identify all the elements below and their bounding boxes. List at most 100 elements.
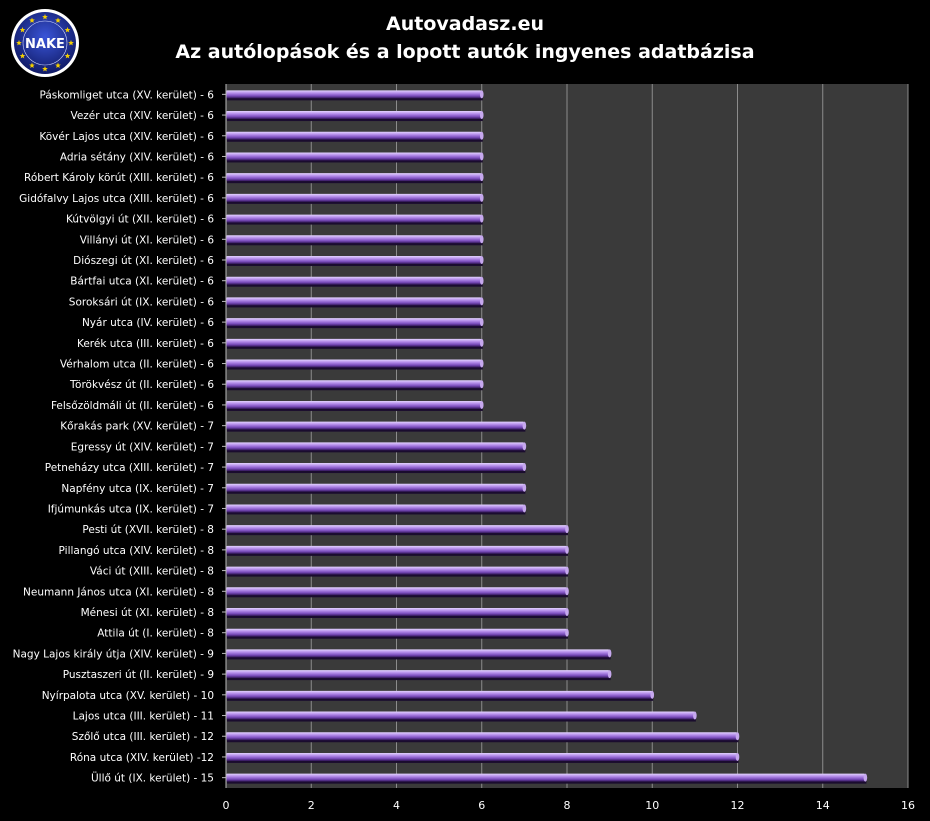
nake-logo: NAKE xyxy=(11,9,79,77)
category-label: Lajos utca (III. kerület) - 11 xyxy=(73,711,214,723)
bar xyxy=(226,193,482,202)
logo-star xyxy=(29,17,35,23)
bar xyxy=(226,421,525,430)
bar xyxy=(226,276,482,285)
bar-cap xyxy=(607,649,612,658)
category-label: Üllő út (IX. kerület) - 15 xyxy=(91,772,214,785)
category-label: Róna utca (XIV. kerület) -12 xyxy=(70,752,214,764)
bar xyxy=(226,587,567,596)
bar xyxy=(226,173,482,182)
bar-cap xyxy=(479,152,484,161)
logo-star xyxy=(68,40,74,46)
bar-cap xyxy=(479,214,484,223)
category-label: Ifjúmunkás utca (IX. kerület) - 7 xyxy=(48,503,214,515)
category-label: Neumann János utca (XI. kerület) - 8 xyxy=(23,586,214,598)
category-label: Róbert Károly körút (XIII. kerület) - 6 xyxy=(24,172,214,184)
bar xyxy=(226,690,653,699)
category-label: Szőlő utca (III. kerület) - 12 xyxy=(72,731,214,743)
logo-star xyxy=(64,27,71,33)
category-label: Pusztaszeri út (II. kerület) - 9 xyxy=(63,669,214,681)
bar xyxy=(226,235,482,244)
category-label: Napfény utca (IX. kerület) - 7 xyxy=(61,483,214,495)
bar-cap xyxy=(863,773,868,782)
category-label: Vérhalom utca (II. kerület) - 6 xyxy=(60,359,214,371)
category-label: Egressy út (XIV. kerület) - 7 xyxy=(71,441,214,453)
bar-cap xyxy=(479,173,484,182)
category-label: Bártfai utca (XI. kerület) - 6 xyxy=(70,276,214,288)
bar xyxy=(226,297,482,306)
bar xyxy=(226,649,610,658)
logo-star xyxy=(42,14,48,20)
bar xyxy=(226,504,525,513)
bar-cap xyxy=(565,608,569,616)
bar xyxy=(226,752,738,761)
bar xyxy=(226,670,610,679)
category-label: Kútvölgyi út (XII. kerület) - 6 xyxy=(66,214,214,226)
x-tick-label: 2 xyxy=(308,799,315,812)
bar-cap xyxy=(479,318,484,327)
x-tick-label: 8 xyxy=(564,799,571,812)
bar xyxy=(226,90,482,99)
bar xyxy=(226,711,695,720)
bar xyxy=(226,442,525,451)
bar xyxy=(226,608,567,616)
logo-star xyxy=(42,66,48,72)
bar xyxy=(226,380,482,389)
category-label: Pesti út (XVII. kerület) - 8 xyxy=(82,524,214,536)
chart-title: Autovadasz.eu xyxy=(386,13,544,35)
bar-cap xyxy=(479,380,484,389)
bar-cap xyxy=(522,421,527,430)
logo-star xyxy=(29,62,35,68)
logo-star xyxy=(64,53,71,59)
category-label: Kőrakás park (XV. kerület) - 7 xyxy=(60,421,214,433)
bar-cap xyxy=(522,483,527,492)
bar xyxy=(226,152,482,161)
category-label: Vezér utca (XIV. kerület) - 6 xyxy=(70,110,214,122)
category-labels: Páskomliget utca (XV. kerület) - 6 Vezér … xyxy=(13,89,226,785)
bar xyxy=(226,483,525,492)
category-label: Gidófalvy Lajos utca (XIII. kerület) - 6 xyxy=(19,193,214,205)
bar xyxy=(226,400,482,409)
x-tick-label: 0 xyxy=(223,799,230,812)
x-tick-label: 10 xyxy=(645,799,659,812)
bar xyxy=(226,318,482,327)
category-label: Páskomliget utca (XV. kerület) - 6 xyxy=(39,89,214,101)
logo-star xyxy=(19,27,26,33)
logo-star xyxy=(19,53,26,59)
logo-text: NAKE xyxy=(25,37,65,52)
category-label: Törökvész út (II. kerület) - 6 xyxy=(69,379,214,391)
bar-cap xyxy=(565,545,569,554)
category-label: Nagy Lajos király útja (XIV. kerület) - … xyxy=(13,648,214,660)
logo-stars-icon xyxy=(16,14,74,72)
bar xyxy=(226,338,482,347)
category-label: Felsőzöldmáli út (II. kerület) - 6 xyxy=(51,400,214,412)
bar-cap xyxy=(607,670,612,679)
bar-cap xyxy=(565,587,569,596)
bar xyxy=(226,131,482,140)
bar xyxy=(226,463,525,472)
bar xyxy=(226,359,482,368)
logo-star xyxy=(55,17,61,23)
bar xyxy=(226,732,738,741)
bar-cap xyxy=(479,90,484,99)
x-tick-label: 6 xyxy=(478,799,485,812)
bar-cap xyxy=(479,276,484,285)
bar-cap xyxy=(522,442,527,451)
category-label: Ménesi út (XI. kerület) - 8 xyxy=(81,607,214,619)
category-label: Nyár utca (IV. kerület) - 6 xyxy=(82,317,214,329)
bar-cap xyxy=(479,256,484,264)
x-tick-label: 4 xyxy=(393,799,400,812)
bar xyxy=(226,628,567,637)
bar-cap xyxy=(693,711,697,720)
bar-cap xyxy=(479,131,484,140)
bar xyxy=(226,545,567,554)
chart-subtitle: Az autólopások és a lopott autók ingyene… xyxy=(175,41,755,63)
category-label: Petneházy utca (XIII. kerület) - 7 xyxy=(45,462,214,474)
bar-cap xyxy=(479,359,484,368)
logo-star xyxy=(16,40,22,46)
x-tick-label: 12 xyxy=(731,799,745,812)
bar-cap xyxy=(522,463,527,472)
bar-cap xyxy=(735,732,740,741)
bar-cap xyxy=(735,752,740,761)
bar xyxy=(226,256,482,264)
